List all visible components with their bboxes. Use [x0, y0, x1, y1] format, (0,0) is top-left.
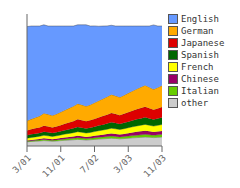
- svg-text:7/02: 7/02: [78, 153, 100, 175]
- html-text:Italian: Italian: [181, 86, 219, 96]
- svg-text:3/01: 3/01: [11, 153, 33, 175]
- html-text:Chinese: Chinese: [181, 74, 219, 84]
- svg-text:11/03: 11/03: [142, 153, 168, 179]
- svg-text:11/01: 11/01: [40, 153, 66, 179]
- html-text:other: other: [181, 98, 209, 108]
- svg-text:3/03: 3/03: [112, 153, 134, 175]
- html-text:English: English: [181, 14, 219, 24]
- html-text:French: French: [181, 62, 214, 72]
- html-text:Japanese: Japanese: [181, 38, 225, 48]
- html-text:German: German: [181, 26, 214, 36]
- html-text:Spanish: Spanish: [181, 50, 219, 60]
